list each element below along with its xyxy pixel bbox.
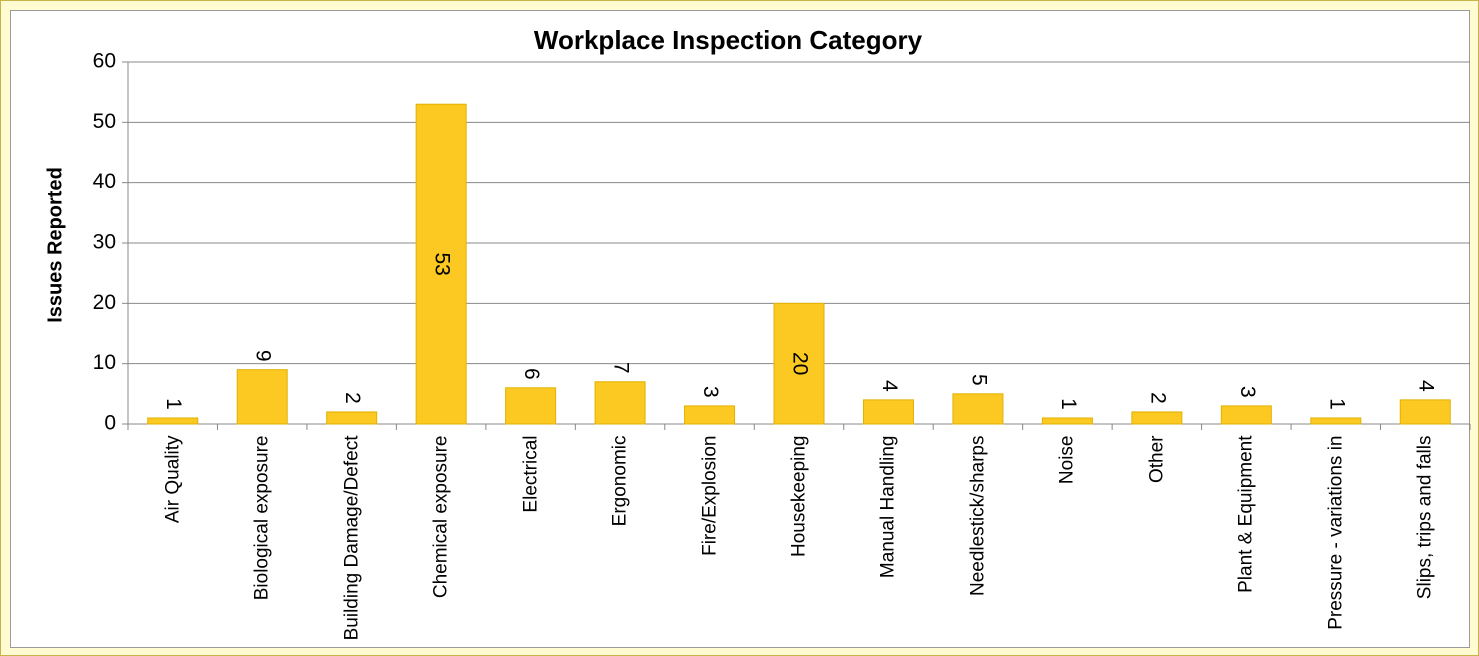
value-label: 6 bbox=[520, 368, 543, 380]
chart-card bbox=[10, 10, 1470, 648]
value-label: 7 bbox=[610, 362, 633, 374]
x-tick-text: Other bbox=[1146, 435, 1168, 483]
bar bbox=[415, 103, 467, 425]
bar bbox=[326, 411, 378, 425]
x-tick-text: Plant & Equipment bbox=[1235, 435, 1257, 593]
value-label: 1 bbox=[1057, 398, 1080, 410]
bar bbox=[1220, 405, 1272, 425]
y-tick-label: 0 bbox=[104, 412, 116, 435]
value-label: 4 bbox=[878, 380, 901, 392]
x-tick-label: Electrical bbox=[486, 435, 575, 645]
x-tick-label: Housekeeping bbox=[755, 435, 844, 645]
x-tick-label: Air Quality bbox=[128, 435, 217, 645]
value-label: 1 bbox=[1325, 398, 1348, 410]
x-tick-label: Slips, trips and falls bbox=[1381, 435, 1470, 645]
x-tick-text: Housekeeping bbox=[788, 435, 810, 557]
value-label: 53 bbox=[431, 252, 454, 275]
x-tick-text: Building Damage/Defect bbox=[341, 435, 363, 640]
value-label: 1 bbox=[162, 398, 185, 410]
value-label: 3 bbox=[1236, 386, 1259, 398]
x-tick-label: Pressure - variations in bbox=[1291, 435, 1380, 645]
bar bbox=[862, 399, 914, 425]
x-tick-text: Needlestick/sharps bbox=[967, 435, 989, 596]
x-tick-text: Pressure - variations in bbox=[1325, 435, 1347, 630]
bar bbox=[236, 369, 288, 425]
x-tick-text: Slips, trips and falls bbox=[1414, 435, 1436, 599]
y-tick-label: 30 bbox=[93, 231, 116, 254]
y-tick-label: 20 bbox=[93, 291, 116, 314]
value-label: 5 bbox=[967, 374, 990, 386]
x-tick-text: Biological exposure bbox=[251, 435, 273, 600]
x-tick-label: Chemical exposure bbox=[397, 435, 486, 645]
x-tick-label: Manual Handling bbox=[844, 435, 933, 645]
x-tick-text: Ergonomic bbox=[609, 435, 631, 526]
x-tick-label: Needlestick/sharps bbox=[933, 435, 1022, 645]
y-tick-label: 50 bbox=[93, 110, 116, 133]
x-tick-label: Other bbox=[1112, 435, 1201, 645]
y-tick-label: 40 bbox=[93, 170, 116, 193]
bar bbox=[1399, 399, 1451, 425]
bar bbox=[1131, 411, 1183, 425]
x-tick-text: Manual Handling bbox=[877, 435, 899, 578]
y-tick-label: 10 bbox=[93, 351, 116, 374]
value-label: 4 bbox=[1415, 380, 1438, 392]
x-tick-text: Fire/Explosion bbox=[699, 435, 721, 556]
bar bbox=[505, 387, 557, 425]
x-tick-label: Ergonomic bbox=[576, 435, 665, 645]
x-tick-label: Fire/Explosion bbox=[665, 435, 754, 645]
bar bbox=[952, 393, 1004, 425]
chart-title: Workplace Inspection Category bbox=[534, 25, 923, 55]
value-label: 2 bbox=[341, 392, 364, 404]
value-label: 2 bbox=[1146, 392, 1169, 404]
x-tick-label: Noise bbox=[1023, 435, 1112, 645]
x-tick-label: Plant & Equipment bbox=[1202, 435, 1291, 645]
x-tick-text: Electrical bbox=[520, 435, 542, 513]
bar bbox=[1310, 417, 1362, 425]
x-tick-text: Chemical exposure bbox=[430, 435, 452, 598]
value-label: 20 bbox=[788, 352, 811, 375]
x-tick-label: Biological exposure bbox=[218, 435, 307, 645]
value-label: 3 bbox=[699, 386, 722, 398]
x-tick-label: Building Damage/Defect bbox=[307, 435, 396, 645]
bar bbox=[594, 381, 646, 425]
y-tick-label: 60 bbox=[93, 50, 116, 73]
x-tick-text: Noise bbox=[1056, 435, 1078, 484]
bar bbox=[773, 302, 825, 425]
x-tick-text: Air Quality bbox=[162, 435, 184, 523]
bar bbox=[684, 405, 736, 425]
bar bbox=[147, 417, 199, 425]
value-label: 9 bbox=[252, 350, 275, 362]
y-axis-title: Issues Reported bbox=[44, 167, 66, 323]
bar bbox=[1041, 417, 1093, 425]
